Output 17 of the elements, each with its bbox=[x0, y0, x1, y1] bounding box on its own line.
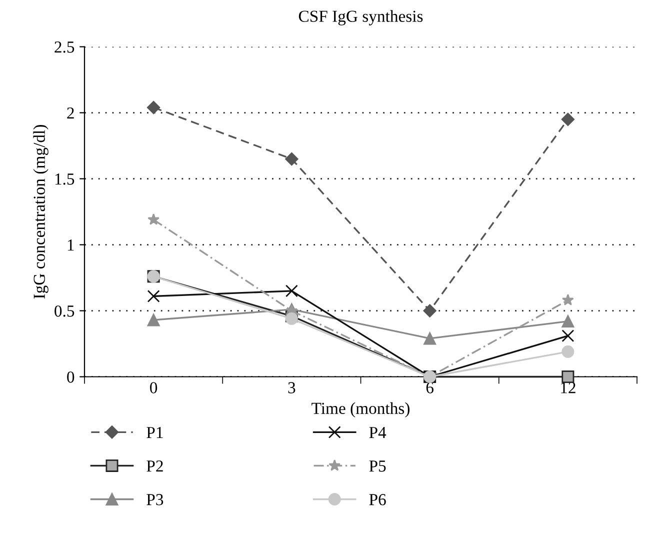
y-tick-label: 2 bbox=[67, 107, 74, 119]
legend-label: P2 bbox=[146, 460, 163, 472]
x-tick-label: 0 bbox=[150, 382, 158, 394]
y-tick-label: 0.5 bbox=[54, 305, 74, 317]
legend-label: P5 bbox=[369, 460, 386, 472]
x-axis-title: Time (months) bbox=[312, 402, 410, 418]
y-tick-label: 0 bbox=[67, 371, 74, 383]
legend-label: P3 bbox=[146, 494, 164, 506]
y-axis-title: IgG concentration (mg/dl) bbox=[33, 125, 48, 299]
chart-title: CSF IgG synthesis bbox=[298, 10, 423, 26]
x-tick-label: 3 bbox=[288, 382, 296, 394]
legend-label: P4 bbox=[369, 427, 386, 438]
y-tick-label: 1.5 bbox=[55, 174, 74, 185]
y-tick-label: 2.5 bbox=[54, 41, 74, 53]
legend-label: P6 bbox=[369, 494, 386, 506]
legend-label: P1 bbox=[146, 426, 163, 438]
y-tick-label: 1 bbox=[68, 240, 74, 251]
